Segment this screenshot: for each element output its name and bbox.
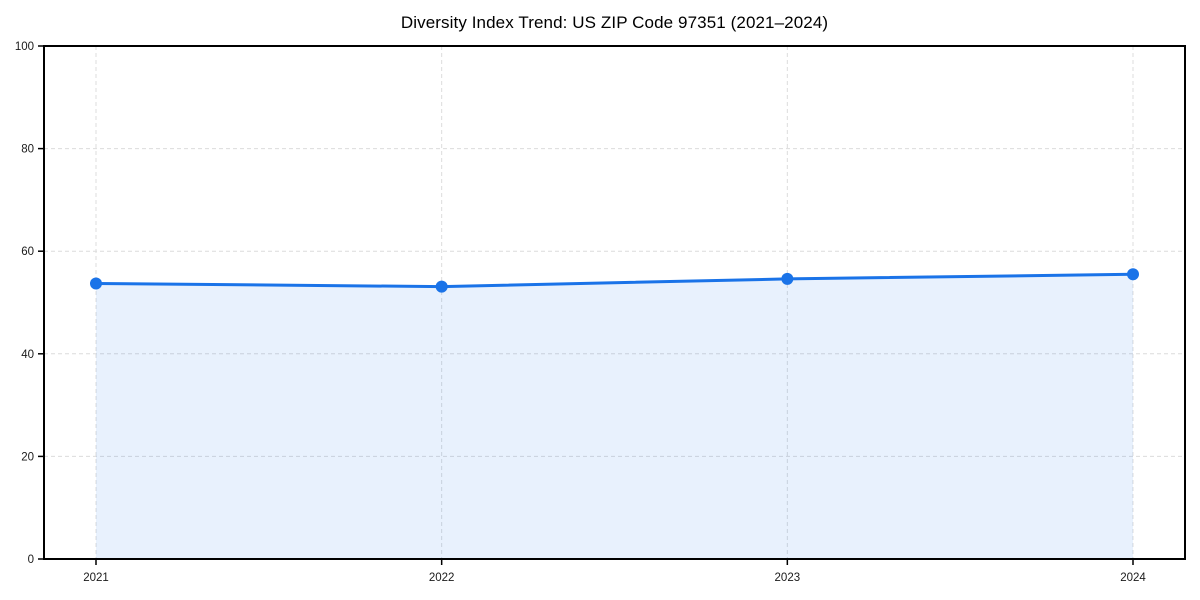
x-axis: 2021 2022 2023 2024 — [83, 559, 1146, 584]
x-tick-label: 2021 — [83, 572, 109, 584]
y-tick-label: 80 — [21, 144, 34, 156]
data-point — [435, 280, 448, 293]
area-fill — [96, 274, 1133, 559]
data-point — [90, 277, 102, 290]
gridlines — [44, 46, 1185, 559]
x-tick-label: 2023 — [775, 572, 801, 584]
plot-frame — [43, 45, 1186, 560]
y-tick-label: 0 — [28, 554, 34, 566]
y-tick-label: 20 — [21, 451, 34, 463]
data-point — [1127, 268, 1139, 281]
x-tick-label: 2022 — [429, 572, 455, 584]
data-points — [90, 268, 1139, 293]
y-tick-label: 40 — [21, 349, 34, 361]
x-tick-label: 2024 — [1120, 572, 1146, 584]
y-tick-label: 60 — [21, 246, 34, 258]
chart-title: Diversity Index Trend: US ZIP Code 97351… — [400, 13, 829, 32]
y-axis: 0 20 40 60 80 100 — [15, 41, 44, 566]
trend-line — [94, 272, 1135, 289]
y-tick-label: 100 — [15, 41, 34, 53]
data-point — [781, 272, 794, 285]
